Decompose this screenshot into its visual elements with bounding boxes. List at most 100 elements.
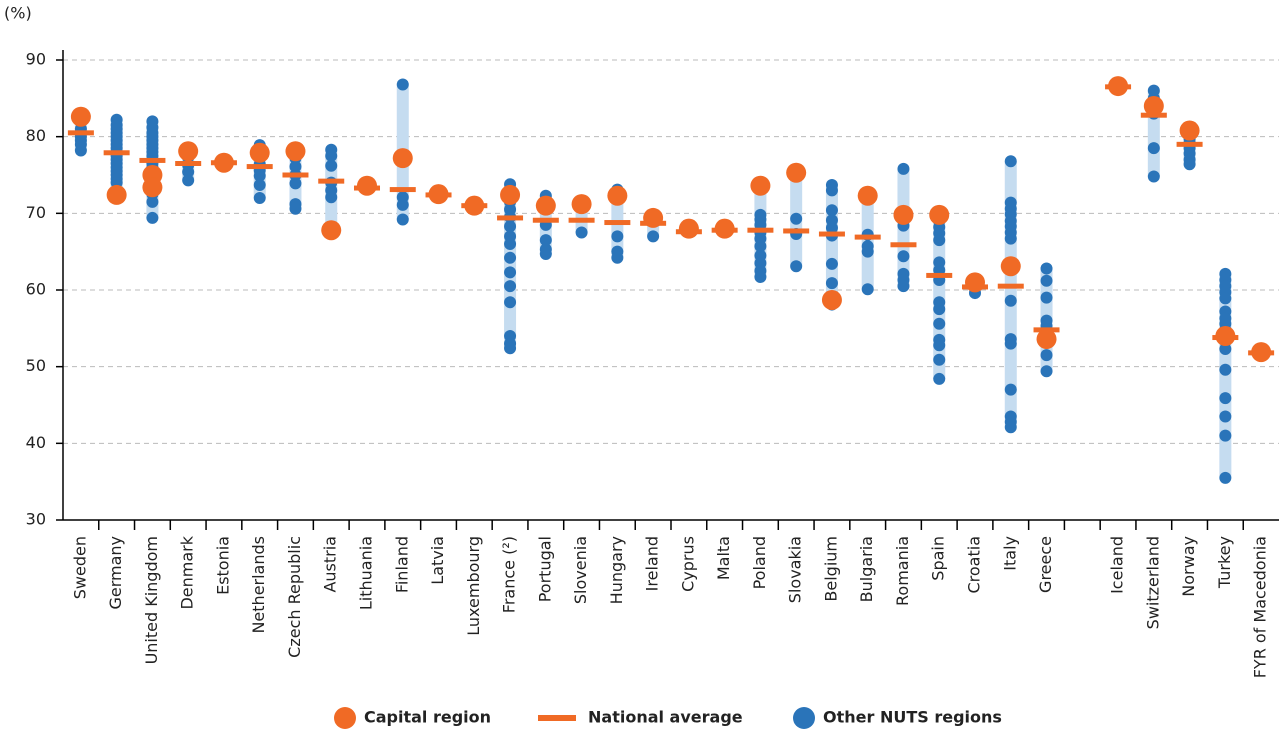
capital-dot: [357, 175, 377, 196]
other-region-dot: [74, 144, 87, 157]
capital-dot: [1251, 342, 1272, 363]
x-tick-label: Slovenia: [571, 536, 590, 604]
other-region-dot: [253, 178, 266, 191]
national-average: [604, 220, 631, 226]
other-region-dot: [1219, 363, 1232, 376]
legend-text: Other NUTS regions: [823, 708, 1002, 727]
other-region-dot: [754, 240, 767, 253]
other-region-dot: [1147, 170, 1160, 183]
other-region-dot: [825, 277, 838, 290]
capital-dot: [1000, 256, 1021, 277]
capital-dot: [500, 184, 521, 205]
national-average: [818, 231, 845, 237]
capital-dot: [285, 141, 306, 162]
capital-dot: [965, 272, 985, 293]
capital-dot: [929, 204, 950, 225]
capital-dot: [70, 106, 91, 127]
x-tick-label: Cyprus: [678, 536, 697, 592]
x-tick-label: Finland: [392, 536, 411, 593]
legend-swatch: [538, 715, 576, 721]
capital-dot: [1215, 326, 1236, 346]
other-region-dot: [1004, 421, 1017, 434]
legend-text: National average: [588, 708, 743, 727]
national-average: [139, 157, 166, 163]
other-region-dot: [825, 184, 838, 197]
x-tick-label: Germany: [106, 536, 125, 610]
national-average: [246, 164, 273, 170]
capital-dot: [893, 204, 914, 225]
other-region-dot: [1040, 291, 1053, 304]
capital-dot: [464, 195, 485, 216]
capital-dot: [1108, 76, 1129, 97]
other-region-dot: [325, 191, 338, 204]
other-region-dot: [933, 372, 946, 385]
national-average: [318, 178, 345, 184]
other-region-dot: [933, 234, 946, 247]
capital-dot: [1143, 96, 1164, 116]
other-region-dot: [897, 250, 910, 263]
x-tick-label: Iceland: [1108, 536, 1127, 594]
legend-text: Capital region: [364, 708, 491, 727]
x-tick-label: Portugal: [535, 536, 554, 602]
x-tick-label: Sweden: [70, 536, 89, 599]
capital-dot: [178, 141, 199, 162]
other-region-dot: [897, 162, 910, 175]
other-region-dot: [1219, 343, 1232, 356]
other-region-dot: [861, 283, 874, 296]
other-region-dot: [1219, 429, 1232, 442]
other-region-dot: [825, 257, 838, 270]
capital-dot: [106, 184, 127, 205]
other-region-dot: [253, 192, 266, 204]
other-region-dot: [1040, 262, 1053, 275]
x-tick-label: Netherlands: [249, 536, 268, 634]
capital-dot: [249, 142, 270, 163]
x-tick-label: Spain: [929, 536, 948, 581]
other-region-dot: [289, 177, 302, 190]
y-tick-label: 80: [26, 126, 46, 145]
other-region-dot: [575, 226, 588, 239]
x-tick-label: Norway: [1179, 536, 1198, 597]
other-region-dot: [933, 339, 946, 352]
other-region-dot: [396, 78, 409, 91]
capital-dot: [821, 289, 842, 310]
other-region-dot: [325, 159, 338, 172]
other-region-dot: [611, 230, 624, 243]
x-tick-label: Switzerland: [1143, 536, 1162, 629]
national-average: [175, 161, 202, 166]
range-bar: [1219, 273, 1232, 478]
other-region-dot: [1004, 232, 1017, 245]
other-region-dot: [1219, 392, 1232, 405]
other-region-dot: [933, 353, 946, 366]
national-average: [103, 150, 130, 156]
other-region-dot: [396, 213, 409, 226]
other-region-dot: [182, 174, 195, 187]
other-region-dot: [504, 251, 517, 264]
national-average: [67, 130, 94, 136]
other-region-dot: [1147, 142, 1160, 155]
capital-dot: [750, 175, 771, 196]
national-average: [568, 217, 595, 223]
x-tick-label: Slovakia: [786, 536, 805, 603]
capital-dot: [571, 194, 592, 215]
x-tick-label: Greece: [1036, 536, 1055, 593]
other-region-dot: [289, 202, 302, 215]
capital-dot: [643, 207, 664, 228]
y-tick-label: 30: [26, 510, 46, 529]
y-tick-label: 70: [26, 203, 46, 222]
capital-dot: [142, 177, 163, 198]
capital-dot: [1179, 120, 1200, 141]
other-region-dot: [611, 251, 624, 264]
other-region-dot: [504, 296, 517, 309]
other-region-dot: [325, 149, 338, 162]
other-region-dot: [825, 204, 838, 217]
other-region-dot: [504, 266, 517, 279]
unit-label: (%): [4, 4, 32, 23]
capital-dot: [428, 184, 449, 205]
other-region-dot: [396, 198, 409, 211]
x-tick-label: Poland: [750, 536, 769, 589]
other-region-dot: [1219, 471, 1232, 484]
x-tick-label: Austria: [321, 536, 340, 593]
other-region-dot: [897, 280, 910, 293]
other-region-dot: [790, 212, 803, 225]
other-region-dot: [504, 238, 517, 250]
